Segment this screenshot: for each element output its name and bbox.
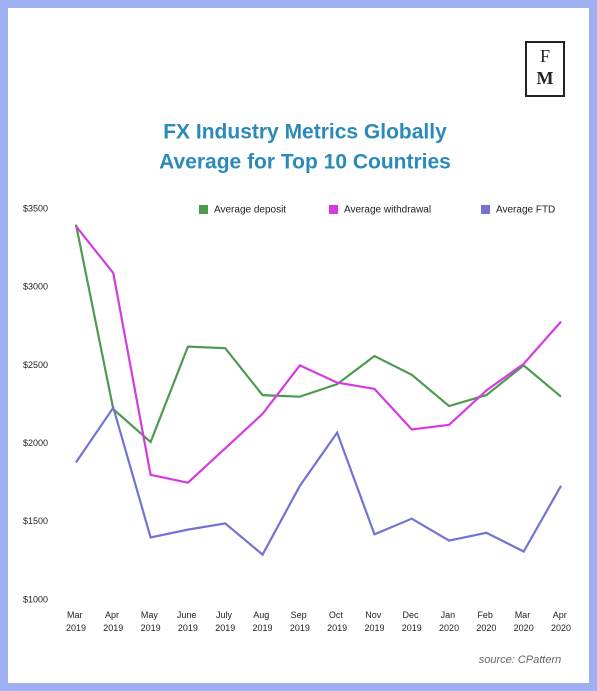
x-tick-label: June 2019: [177, 610, 199, 633]
y-tick-label: $3000: [23, 282, 48, 292]
logo-box: [525, 41, 565, 97]
legend-label: Average withdrawal: [344, 205, 431, 216]
y-tick-label: $2500: [23, 360, 48, 370]
series-line: [75, 405, 562, 557]
x-tick-label: Apr 2020: [551, 610, 571, 633]
x-tick-label: Aug 2019: [253, 610, 273, 633]
legend-label: Average FTD: [496, 205, 555, 216]
x-tick-label: Dec 2019: [402, 610, 422, 633]
series-line: [75, 225, 562, 484]
legend-marker: [199, 205, 208, 214]
x-tick-label: May 2019: [141, 610, 161, 633]
chart-title: FX Industry Metrics Globally: [163, 121, 447, 144]
source: source: CPattern: [479, 654, 562, 666]
x-tick-label: Oct 2019: [327, 610, 347, 633]
x-tick-label: Feb 2020: [476, 610, 496, 633]
x-tick-label: Apr 2019: [103, 610, 123, 633]
x-tick-label: Mar 2019: [66, 610, 86, 633]
chart-subtitle: Average for Top 10 Countries: [159, 151, 451, 174]
y-tick-label: $1000: [23, 594, 48, 604]
x-tick-label: Mar 2020: [514, 610, 534, 633]
y-tick-label: $1500: [23, 516, 48, 526]
legend-marker: [329, 205, 338, 214]
y-tick-label: $2000: [23, 438, 48, 448]
x-tick-label: Jan 2020: [439, 610, 459, 633]
legend-marker: [481, 205, 490, 214]
x-tick-label: Nov 2019: [364, 610, 384, 633]
logo-text: M: [537, 68, 554, 88]
x-tick-label: July 2019: [215, 610, 235, 633]
legend-label: Average deposit: [214, 205, 286, 216]
x-tick-label: Sep 2019: [290, 610, 310, 633]
logo-text: F: [540, 46, 550, 66]
y-tick-label: $3500: [23, 203, 48, 213]
